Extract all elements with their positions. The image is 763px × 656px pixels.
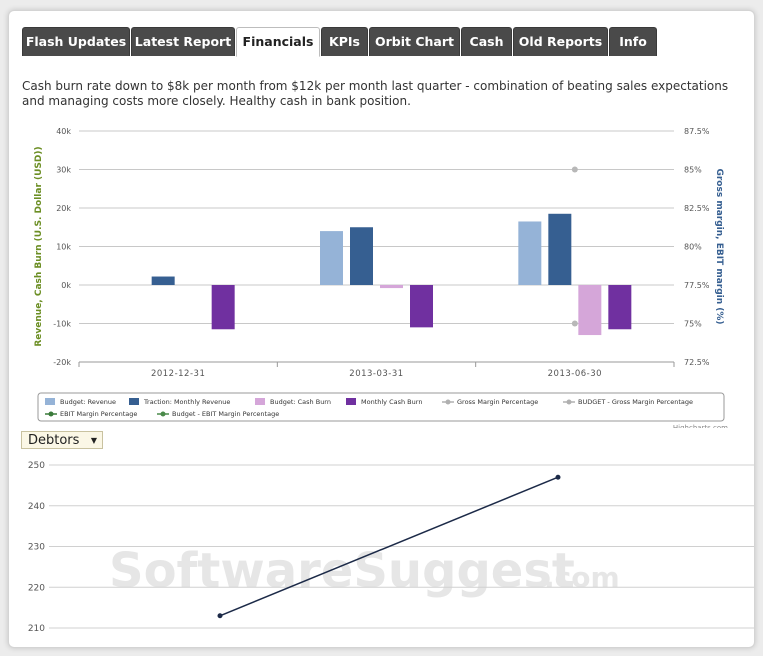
debtors-line (219, 476, 559, 617)
financials-chart: -20k -10k 0k 10k 20k 30k 40k 72.5% 75% 77.5% 80% 82… (34, 127, 728, 428)
y-tick-label: 0k (61, 281, 71, 290)
y-right-tick-label: 75% (684, 320, 702, 329)
y-tick-label: 250 (28, 461, 45, 471)
legend-label: BUDGET - Gross Margin Percentage (578, 398, 693, 406)
legend-item: Budget: Revenue (45, 398, 116, 406)
chevron-down-icon: ▼ (90, 436, 97, 445)
legend-label: Gross Margin Percentage (457, 398, 538, 406)
y-tick-label: 40k (56, 127, 71, 136)
report-description: Cash burn rate down to $8k per month fro… (22, 79, 729, 108)
tab-orbit-chart[interactable]: Orbit Chart (369, 27, 460, 56)
tab-cash[interactable]: Cash (461, 27, 512, 56)
legend-item: EBIT Margin Percentage (45, 410, 137, 418)
y-tick-label: 20k (56, 204, 71, 213)
legend-marker (160, 411, 166, 417)
y-right-tick-label: 80% (684, 243, 702, 252)
bar-budget-cash-burn (578, 285, 602, 336)
y-tick-label: -10k (53, 320, 71, 329)
debtors-point (217, 613, 223, 619)
y-right-tick-label: 85% (684, 166, 702, 175)
report-panel: SoftwareSuggest .com Flash Updates Lates… (8, 10, 755, 648)
x-tick-label: 2013-03-31 (349, 369, 403, 379)
debtors-point (555, 474, 561, 480)
legend-label: Budget - EBIT Margin Percentage (172, 410, 279, 418)
debtors-chart: 210 220 230 240 250 (28, 461, 754, 634)
y-right-tick-label: 77.5% (684, 281, 710, 290)
tab-info[interactable]: Info (609, 27, 657, 56)
legend-item: Budget: Cash Burn (255, 398, 331, 406)
bar-traction-monthly-revenue (151, 276, 175, 285)
chart-legend: Budget: Revenue Traction: Monthly Revenue… (37, 392, 725, 422)
legend-item: Monthly Cash Burn (346, 398, 422, 406)
bar-monthly-cash-burn (410, 285, 433, 328)
legend-item: Traction: Monthly Revenue (129, 398, 230, 406)
bar-traction-monthly-revenue (548, 213, 572, 285)
tab-flash-updates[interactable]: Flash Updates (22, 27, 130, 56)
x-tick-label: 2013-06-30 (548, 369, 602, 379)
legend-marker (566, 399, 572, 405)
y-right-tick-label: 87.5% (684, 127, 710, 136)
bar-budget-cash-burn (380, 285, 403, 289)
legend-box (37, 392, 725, 422)
bar-monthly-cash-burn (608, 285, 632, 330)
tab-latest-report[interactable]: Latest Report (131, 27, 235, 56)
y-tick-label: 230 (28, 543, 45, 553)
legend-label: Budget: Cash Burn (270, 398, 331, 406)
legend-label: Traction: Monthly Revenue (143, 398, 230, 406)
legend-swatch (45, 398, 55, 405)
y-tick-label: 220 (28, 583, 45, 593)
bar-budget-revenue (320, 231, 343, 285)
legend-swatch (129, 398, 139, 405)
bar-monthly-cash-burn (211, 285, 235, 330)
legend-label: EBIT Margin Percentage (60, 410, 137, 418)
legend-item: BUDGET - Gross Margin Percentage (563, 398, 693, 406)
x-tick-label: 2012-12-31 (151, 369, 205, 379)
point-ebit-margin-percentage (571, 320, 578, 327)
y-axis-title: Revenue, Cash Burn (U.S. Dollar (USD)) (34, 146, 44, 346)
y-tick-label: 10k (56, 243, 71, 252)
legend-label: Budget: Revenue (60, 398, 116, 406)
y-tick-label: 30k (56, 166, 71, 175)
legend-marker (445, 399, 451, 405)
y-right-tick-label: 72.5% (684, 358, 710, 367)
legend-label: Monthly Cash Burn (361, 398, 422, 406)
legend-item: Gross Margin Percentage (442, 398, 538, 406)
metric-select-value: Debtors (28, 433, 80, 448)
y-tick-label: -20k (53, 358, 71, 367)
point-budget-gross-margin-percentage (571, 166, 578, 173)
bar-budget-revenue (518, 221, 542, 285)
legend-swatch (346, 398, 356, 405)
y-right-tick-label: 82.5% (684, 204, 710, 213)
tab-kpis[interactable]: KPIs (321, 27, 368, 56)
y-tick-label: 210 (28, 624, 45, 634)
tab-old-reports[interactable]: Old Reports (513, 27, 608, 56)
legend-swatch (255, 398, 265, 405)
chart-credits: Highcharts.com (673, 424, 728, 428)
legend-marker (48, 411, 54, 417)
y-tick-label: 240 (28, 502, 45, 512)
metric-select[interactable]: Debtors ▼ (21, 431, 103, 449)
tab-financials[interactable]: Financials (236, 27, 320, 57)
legend-item: Budget - EBIT Margin Percentage (157, 410, 279, 418)
y-right-axis-title: Gross margin, EBIT margin (%) (714, 168, 724, 324)
bar-traction-monthly-revenue (350, 227, 373, 285)
